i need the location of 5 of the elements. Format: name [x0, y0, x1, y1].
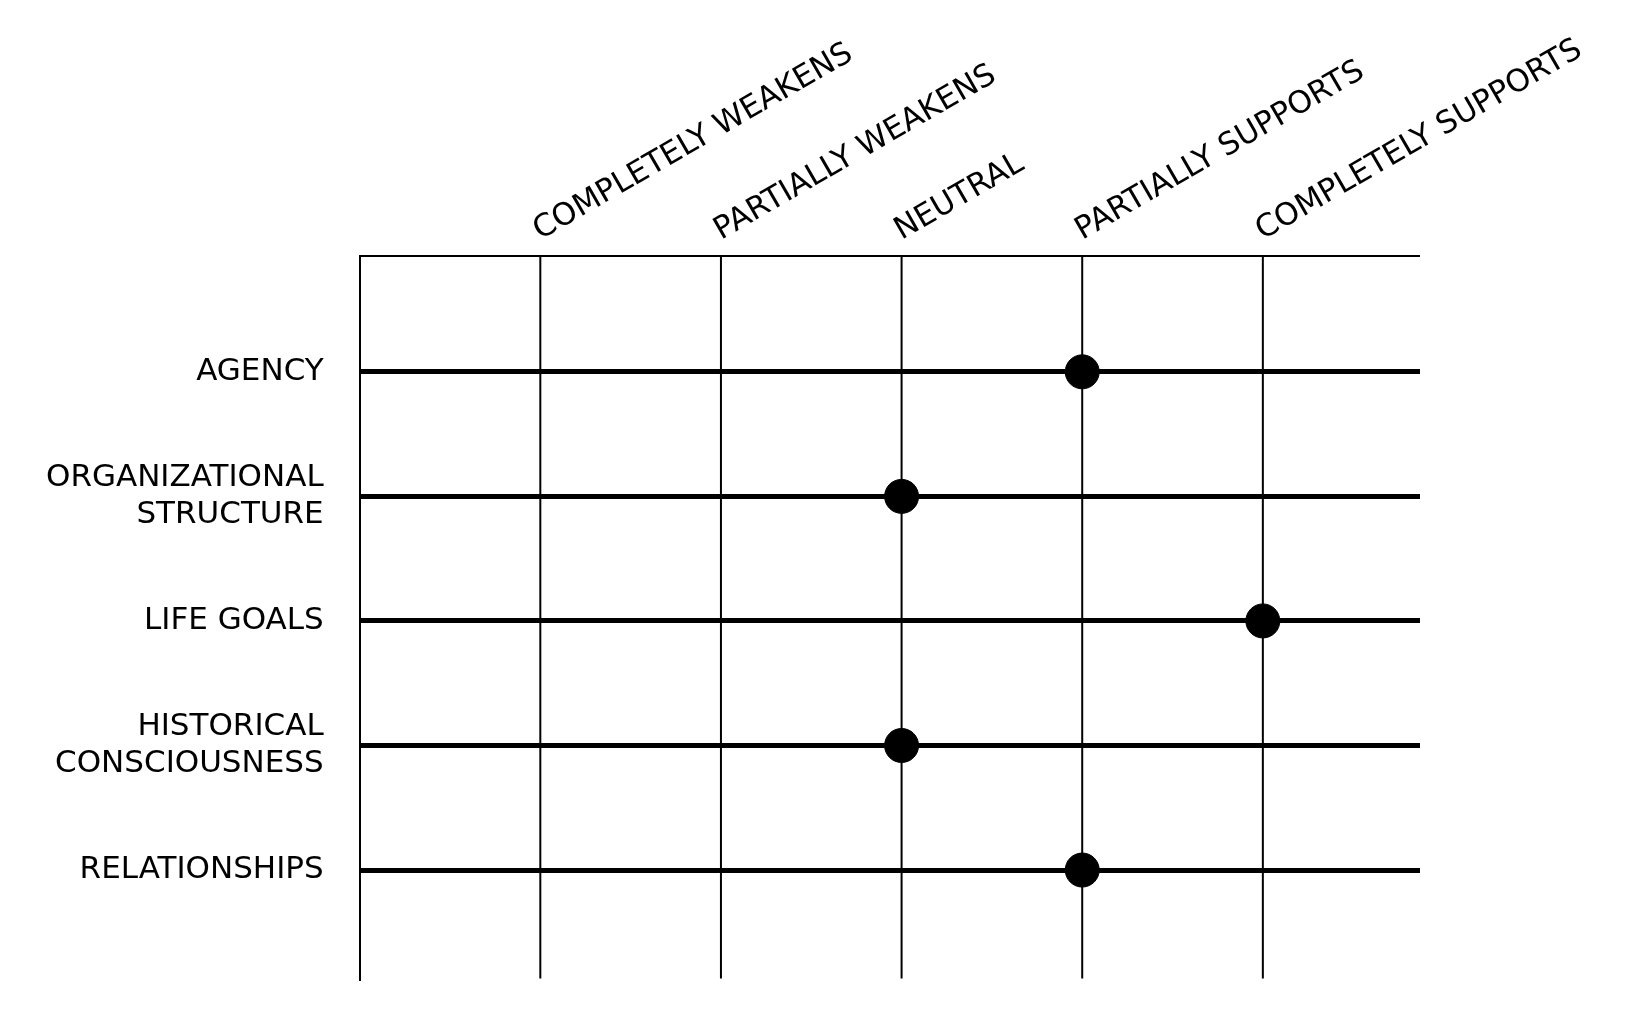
y-tick-label: RELATIONSHIPS — [79, 849, 324, 886]
y-tick-label: ORGANIZATIONAL STRUCTURE — [46, 456, 325, 531]
y-tick-label: AGENCY — [196, 350, 324, 387]
y-tick-label: LIFE GOALS — [143, 599, 324, 636]
y-tick-label: HISTORICAL CONSCIOUSNESS — [55, 705, 325, 780]
